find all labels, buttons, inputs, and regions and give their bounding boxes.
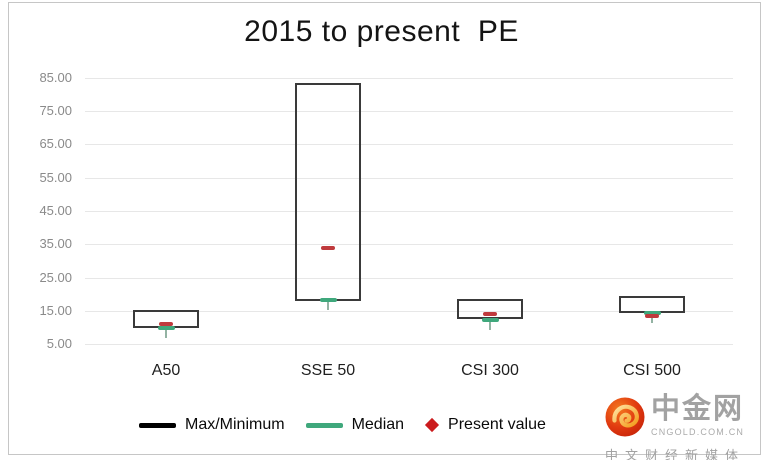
gridline	[85, 211, 733, 212]
x-axis-label-csi-300: CSI 300	[461, 362, 519, 379]
logo-text-column: 中金网 CNGOLD.COM.CN	[651, 393, 744, 437]
median-marker-a50	[158, 325, 175, 330]
y-axis-tick-label: 5.00	[46, 336, 72, 352]
y-axis-tick-label: 45.00	[39, 203, 72, 218]
legend: Max/Minimum Median Present value	[139, 413, 546, 437]
legend-item-present-value: Present value	[424, 416, 546, 434]
max-minimum-line-swatch	[139, 422, 176, 428]
logo-brand-text: 中金网	[651, 393, 745, 425]
gridline	[85, 277, 733, 279]
y-axis-tick-label: 65.00	[39, 136, 72, 152]
x-axis-label-a50: A50	[151, 362, 181, 379]
gridline	[85, 111, 733, 113]
cngold-watermark: 中金网 CNGOLD.COM.CN 中文财经新媒体	[605, 393, 757, 460]
present-value-marker-a50	[159, 321, 173, 326]
median-stub-sse-50	[327, 301, 329, 311]
logo-domain-text: CNGOLD.COM.CN	[651, 427, 745, 437]
median-stub-csi-300	[489, 321, 491, 331]
legend-label-max-minimum: Max/Minimum	[185, 416, 285, 433]
logo-tagline-text: 中文财经新媒体	[605, 448, 746, 460]
present-value-marker-csi-300	[483, 311, 497, 316]
chart-card-border	[8, 2, 761, 455]
gridline	[85, 344, 733, 346]
median-marker-sse-50	[320, 298, 337, 303]
box-sse-50	[295, 83, 361, 301]
median-marker-csi-500	[644, 310, 661, 315]
legend-label-present-value: Present value	[448, 416, 546, 433]
present-value-diamond-swatch	[424, 417, 440, 433]
legend-item-median: Median	[305, 416, 405, 434]
y-axis-tick-label: 25.00	[39, 269, 72, 285]
gridline	[85, 144, 733, 146]
y-axis-tick-label: 75.00	[39, 103, 72, 119]
y-axis-tick-label: 55.00	[39, 169, 72, 185]
y-axis-tick-label: 15.00	[39, 302, 72, 318]
median-stub-csi-500	[651, 313, 653, 323]
median-line-swatch	[305, 422, 343, 428]
y-axis-tick-label: 35.00	[39, 236, 72, 252]
present-value-marker-csi-500	[645, 313, 659, 318]
box-csi-300	[457, 298, 523, 319]
gridline	[85, 310, 733, 312]
gridline	[85, 244, 733, 246]
chart-title: 2015 to present PE	[244, 15, 519, 48]
x-axis-label-sse-50: SSE 50	[300, 362, 356, 379]
median-stub-a50	[165, 328, 167, 338]
cngold-swirl-icon	[605, 397, 645, 442]
y-axis-tick-label: 85.00	[39, 69, 72, 85]
median-marker-csi-300	[482, 318, 499, 323]
gridline	[85, 177, 733, 179]
legend-item-max-minimum: Max/Minimum	[139, 416, 285, 434]
present-value-marker-sse-50	[321, 246, 335, 251]
logo-row: 中金网 CNGOLD.COM.CN	[605, 393, 757, 442]
x-axis-label-csi-500: CSI 500	[623, 362, 681, 379]
legend-label-median: Median	[351, 416, 405, 433]
gridline	[85, 77, 733, 79]
